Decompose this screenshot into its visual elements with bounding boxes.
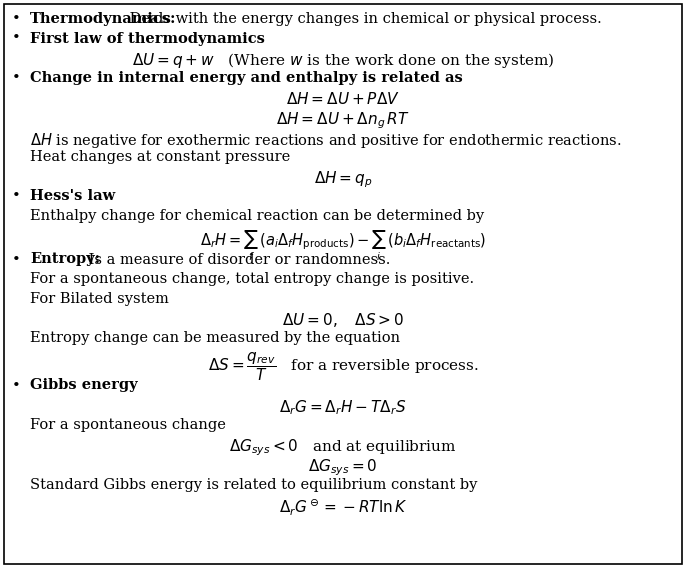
Text: •: •	[12, 71, 21, 85]
Text: Thermodynamics:: Thermodynamics:	[30, 12, 176, 26]
Text: •: •	[12, 31, 21, 45]
Text: Hess's law: Hess's law	[30, 190, 115, 203]
Text: $\Delta H  =  \Delta U + \Delta n_g \, RT$: $\Delta H = \Delta U + \Delta n_g \, RT$	[276, 111, 410, 131]
Text: Entropy:: Entropy:	[30, 253, 100, 266]
Text: First law of thermodynamics: First law of thermodynamics	[30, 31, 265, 45]
Text: $\Delta_r H  =  \sum_f \, (a_i \Delta_f H_{\mathrm{products}}) - \sum_i \, (b_i : $\Delta_r H = \sum_f \, (a_i \Delta_f H_…	[200, 228, 486, 262]
Text: •: •	[12, 12, 21, 26]
Text: •: •	[12, 253, 21, 266]
Text: Deals with the energy changes in chemical or physical process.: Deals with the energy changes in chemica…	[125, 12, 602, 26]
Text: For Bilated system: For Bilated system	[30, 291, 169, 306]
Text: Enthalpy change for chemical reaction can be determined by: Enthalpy change for chemical reaction ca…	[30, 209, 484, 223]
Text: $\Delta U = q + w$   (Where $w$ is the work done on the system): $\Delta U = q + w$ (Where $w$ is the wor…	[132, 51, 554, 70]
Text: For a spontaneous change, total entropy change is positive.: For a spontaneous change, total entropy …	[30, 272, 474, 286]
Text: Heat changes at constant pressure: Heat changes at constant pressure	[30, 150, 290, 164]
Text: $\Delta S  =  \dfrac{q_{rev}}{T}$   for a reversible process.: $\Delta S = \dfrac{q_{rev}}{T}$ for a re…	[208, 350, 478, 383]
Text: $\Delta U = 0, \quad \Delta S > 0$: $\Delta U = 0, \quad \Delta S > 0$	[282, 311, 404, 329]
Text: For a spontaneous change: For a spontaneous change	[30, 418, 226, 432]
Text: Entropy change can be measured by the equation: Entropy change can be measured by the eq…	[30, 331, 400, 345]
Text: $\Delta_r G^\ominus  =  -RT \ln K$: $\Delta_r G^\ominus = -RT \ln K$	[279, 497, 407, 517]
Text: $\Delta G_{sys} = 0$: $\Delta G_{sys} = 0$	[308, 457, 378, 478]
Text: $\Delta_r G  =  \Delta_r H - T\Delta_r S$: $\Delta_r G = \Delta_r H - T\Delta_r S$	[279, 398, 407, 417]
Text: Gibbs energy: Gibbs energy	[30, 378, 138, 392]
Text: $\Delta G_{sys} < 0$   and at equilibrium: $\Delta G_{sys} < 0$ and at equilibrium	[229, 437, 457, 458]
Text: $\Delta H  =  q_p$: $\Delta H = q_p$	[314, 169, 372, 190]
Text: Is a measure of disorder or randomness.: Is a measure of disorder or randomness.	[84, 253, 390, 266]
Text: •: •	[12, 378, 21, 392]
Text: Change in internal energy and enthalpy is related as: Change in internal energy and enthalpy i…	[30, 71, 463, 85]
Text: $\Delta H  =  \Delta U + P\Delta V$: $\Delta H = \Delta U + P\Delta V$	[286, 90, 400, 107]
Text: •: •	[12, 190, 21, 203]
Text: $\Delta H$ is negative for exothermic reactions and positive for endothermic rea: $\Delta H$ is negative for exothermic re…	[30, 131, 622, 149]
Text: Standard Gibbs energy is related to equilibrium constant by: Standard Gibbs energy is related to equi…	[30, 478, 477, 491]
